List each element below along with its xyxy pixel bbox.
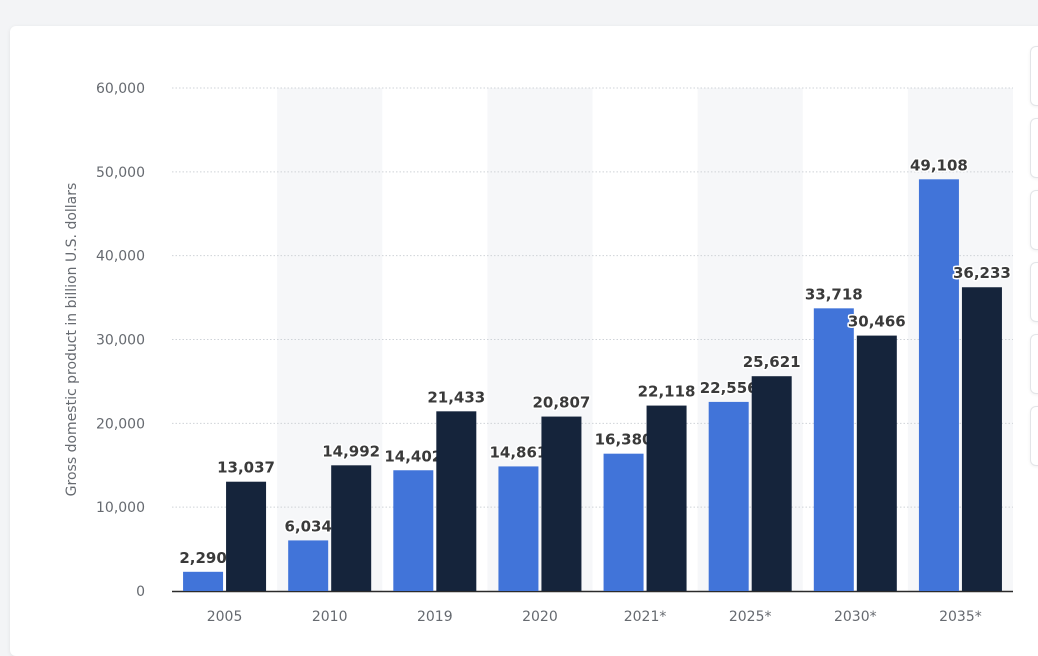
bar xyxy=(541,416,582,591)
x-tick-label: 2030* xyxy=(834,609,877,625)
x-tick-label: 2035* xyxy=(939,609,982,625)
bar-value-label: 14,861 xyxy=(489,443,547,461)
y-tick-label: 10,000 xyxy=(96,500,145,516)
bar-value-label: 36,233 xyxy=(953,264,1011,282)
bar-value-label: 2,290 xyxy=(179,549,226,567)
bar xyxy=(708,401,749,591)
y-tick-label: 50,000 xyxy=(96,165,145,181)
bar xyxy=(918,179,959,591)
side-toolbar-button[interactable] xyxy=(1030,190,1038,250)
chart: 0 10,000 20,000 30,000 40,000 50,000 60,000 Gro… xyxy=(64,81,1013,625)
x-tick-label: 2019 xyxy=(417,609,453,625)
bar-value-label: 21,433 xyxy=(427,388,485,406)
x-tick-label: 2010 xyxy=(312,609,348,625)
bar xyxy=(751,376,792,591)
bar-value-label: 6,034 xyxy=(284,517,331,535)
bar xyxy=(393,470,434,591)
y-tick-label: 20,000 xyxy=(96,416,145,432)
bar-value-label: 30,466 xyxy=(848,313,906,331)
y-axis-title: Gross domestic product in billion U.S. d… xyxy=(64,183,80,497)
bar xyxy=(436,411,477,591)
side-toolbar-button[interactable] xyxy=(1030,118,1038,178)
bar xyxy=(603,453,644,591)
bar-value-label: 13,037 xyxy=(217,459,275,477)
bar xyxy=(498,466,539,591)
side-toolbar-button[interactable] xyxy=(1030,262,1038,322)
y-tick-label: 0 xyxy=(136,584,145,600)
y-tick-label: 30,000 xyxy=(96,333,145,349)
bar-value-label: 49,108 xyxy=(910,156,968,174)
bar xyxy=(226,481,267,591)
chart-card: 0 10,000 20,000 30,000 40,000 50,000 60,000 Gro… xyxy=(10,26,1038,656)
x-tick-label: 2020 xyxy=(522,609,558,625)
side-toolbar-button[interactable] xyxy=(1030,46,1038,106)
bar-value-label: 20,807 xyxy=(532,394,590,412)
bar xyxy=(961,287,1002,591)
bar-value-label: 25,621 xyxy=(743,353,801,371)
bar xyxy=(813,308,854,591)
bar xyxy=(856,335,897,591)
y-tick-label: 60,000 xyxy=(96,81,145,97)
y-tick-label: 40,000 xyxy=(96,249,145,265)
bar-value-label: 14,402 xyxy=(384,447,442,465)
bar-value-label: 22,118 xyxy=(638,383,696,401)
bar xyxy=(331,465,372,591)
x-tick-label: 2025* xyxy=(729,609,772,625)
bar-value-label: 22,556 xyxy=(700,379,758,397)
bar xyxy=(646,405,687,591)
x-tick-label: 2005 xyxy=(207,609,243,625)
x-tick-label: 2021* xyxy=(624,609,667,625)
bar-value-label: 14,992 xyxy=(322,442,380,460)
bar xyxy=(183,571,224,591)
side-toolbar-button[interactable] xyxy=(1030,406,1038,466)
bar-value-label: 16,380 xyxy=(595,431,653,449)
side-toolbar-button[interactable] xyxy=(1030,334,1038,394)
bar xyxy=(288,540,329,591)
bar-value-label: 33,718 xyxy=(805,285,863,303)
